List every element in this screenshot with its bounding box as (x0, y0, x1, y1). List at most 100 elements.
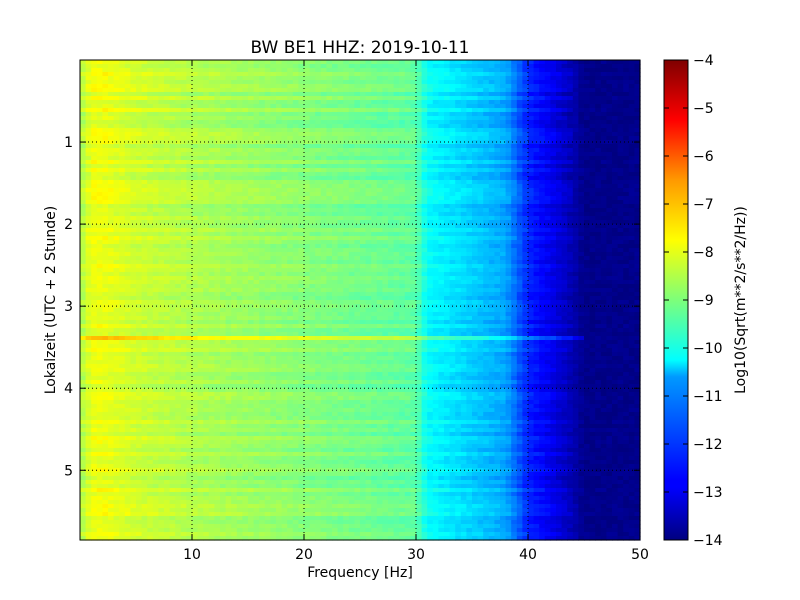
heatmap-cell (320, 252, 327, 257)
heatmap-cell (511, 116, 518, 121)
heatmap-cell (304, 128, 311, 133)
heatmap-cell (449, 124, 456, 129)
heatmap-cell (169, 220, 176, 225)
heatmap-cell (371, 140, 378, 145)
heatmap-cell (113, 212, 120, 217)
heatmap-cell (108, 216, 115, 221)
heatmap-cell (388, 212, 395, 217)
heatmap-cell (427, 64, 434, 69)
heatmap-cell (544, 108, 551, 113)
heatmap-cell (315, 140, 322, 145)
heatmap-cell (108, 204, 115, 209)
heatmap-cell (281, 96, 288, 101)
heatmap-cell (348, 236, 355, 241)
heatmap-cell (309, 76, 316, 81)
heatmap-cell (528, 72, 535, 77)
heatmap-cell (539, 180, 546, 185)
heatmap-cell (466, 164, 473, 169)
heatmap-cell (522, 168, 529, 173)
heatmap-cell (113, 60, 120, 65)
heatmap-cell (606, 220, 613, 225)
heatmap-cell (567, 108, 574, 113)
heatmap-cell (113, 132, 120, 137)
heatmap-cell (522, 132, 529, 137)
heatmap-cell (410, 148, 417, 153)
heatmap-cell (85, 76, 92, 81)
heatmap-cell (96, 188, 103, 193)
heatmap-cell (617, 144, 624, 149)
heatmap-cell (298, 236, 305, 241)
heatmap-cell (360, 176, 367, 181)
heatmap-cell (600, 204, 607, 209)
heatmap-cell (460, 88, 467, 93)
heatmap-cell (85, 208, 92, 213)
heatmap-cell (500, 164, 507, 169)
heatmap-cell (544, 204, 551, 209)
heatmap-cell (225, 76, 232, 81)
heatmap-cell (113, 136, 120, 141)
heatmap-cell (556, 184, 563, 189)
heatmap-cell (477, 100, 484, 105)
heatmap-cell (505, 96, 512, 101)
heatmap-cell (444, 168, 451, 173)
heatmap-cell (628, 88, 635, 93)
heatmap-cell (567, 116, 574, 121)
heatmap-cell (634, 64, 641, 69)
heatmap-cell (606, 200, 613, 205)
heatmap-cell (337, 236, 344, 241)
heatmap-cell (309, 64, 316, 69)
heatmap-cell (584, 96, 591, 101)
heatmap-cell (376, 216, 383, 221)
heatmap-cell (365, 244, 372, 249)
heatmap-cell (404, 92, 411, 97)
heatmap-cell (455, 116, 462, 121)
heatmap-cell (528, 180, 535, 185)
heatmap-cell (388, 124, 395, 129)
heatmap-cell (365, 192, 372, 197)
heatmap-cell (584, 112, 591, 117)
heatmap-cell (556, 144, 563, 149)
heatmap-cell (113, 248, 120, 253)
heatmap-cell (427, 212, 434, 217)
heatmap-cell (578, 136, 585, 141)
heatmap-cell (332, 192, 339, 197)
heatmap-cell (169, 120, 176, 125)
heatmap-cell (147, 92, 154, 97)
heatmap-cell (617, 204, 624, 209)
heatmap-cell (432, 64, 439, 69)
heatmap-cell (365, 224, 372, 229)
heatmap-cell (259, 232, 266, 237)
heatmap-cell (124, 112, 131, 117)
heatmap-cell (500, 64, 507, 69)
heatmap-cell (231, 136, 238, 141)
heatmap-cell (119, 160, 126, 165)
heatmap-cell (337, 180, 344, 185)
heatmap-cell (371, 108, 378, 113)
heatmap-cell (477, 196, 484, 201)
heatmap-cell (113, 196, 120, 201)
heatmap-cell (108, 124, 115, 129)
heatmap-cell (466, 136, 473, 141)
heatmap-cell (488, 236, 495, 241)
heatmap-cell (500, 184, 507, 189)
heatmap-cell (516, 184, 523, 189)
heatmap-cell (589, 64, 596, 69)
heatmap-cell (500, 68, 507, 73)
heatmap-cell (315, 212, 322, 217)
heatmap-cell (466, 68, 473, 73)
heatmap-cell (388, 168, 395, 173)
heatmap-cell (332, 180, 339, 185)
heatmap-cell (500, 112, 507, 117)
heatmap-cell (578, 168, 585, 173)
heatmap-cell (141, 252, 148, 257)
heatmap-cell (382, 76, 389, 81)
heatmap-cell (399, 132, 406, 137)
heatmap-cell (192, 212, 199, 217)
heatmap-cell (455, 216, 462, 221)
heatmap-cell (315, 236, 322, 241)
heatmap-cell (483, 184, 490, 189)
heatmap-cell (528, 104, 535, 109)
heatmap-cell (623, 124, 630, 129)
heatmap-cell (494, 216, 501, 221)
heatmap-cell (208, 212, 215, 217)
